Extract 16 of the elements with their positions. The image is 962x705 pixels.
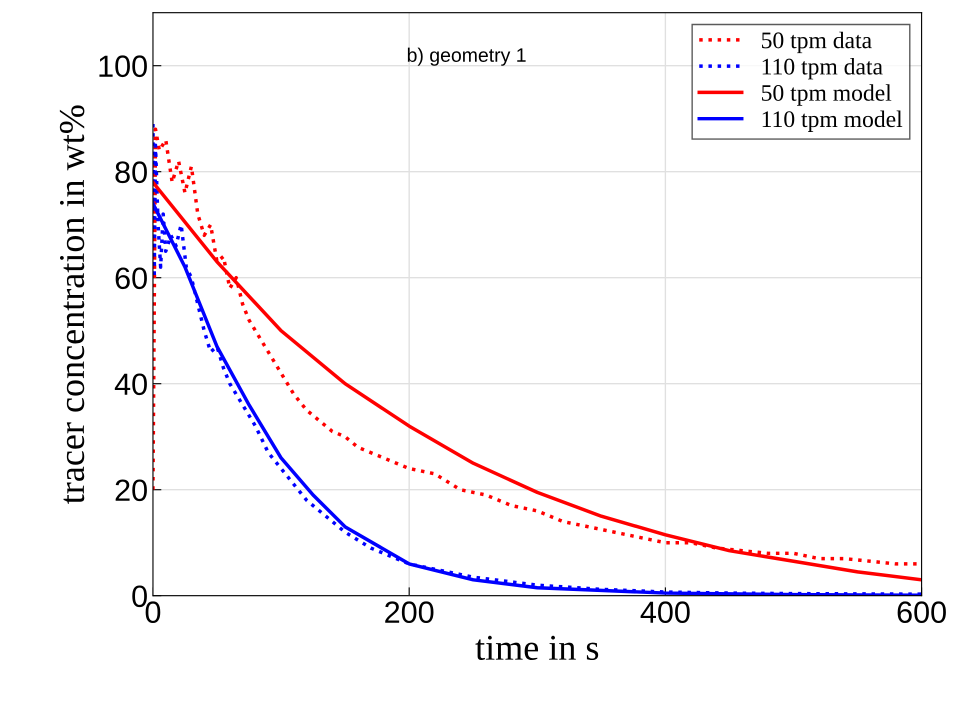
y-tick-label: 60 (116, 267, 147, 290)
legend-label: 110 tpm model (762, 110, 902, 132)
y-tick-label: 0 (132, 585, 147, 608)
legend-label: 110 tpm data (762, 58, 883, 80)
legend-label: 50 tpm data (762, 32, 872, 54)
annotation: b) geometry 1 (408, 48, 526, 66)
y-axis-title: tracer concentration in wt% (60, 105, 84, 504)
x-axis-title: time in s (475, 636, 598, 660)
y-tick-label: 80 (115, 161, 147, 184)
legend-label: 50 tpm model (762, 84, 892, 106)
x-tick-label: 400 (640, 601, 690, 624)
y-tick-label: 100 (99, 55, 147, 78)
y-tick-label: 40 (114, 373, 147, 396)
y-tick-label: 20 (116, 479, 147, 502)
x-tick-label: 200 (385, 601, 434, 624)
x-tick-label: 600 (898, 601, 946, 624)
